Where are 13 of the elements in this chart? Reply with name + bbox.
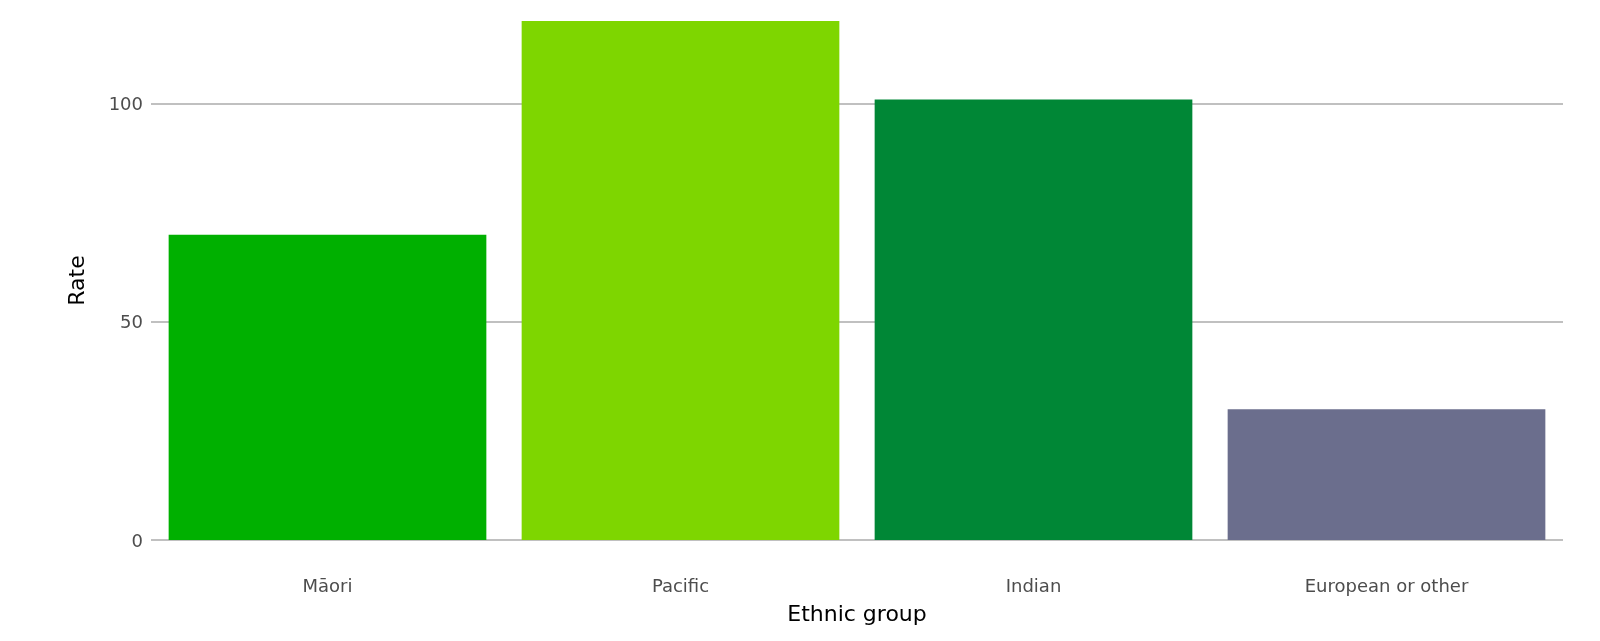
y-tick-label: 0 bbox=[131, 529, 143, 551]
bar bbox=[521, 21, 840, 540]
bar bbox=[874, 99, 1193, 540]
x-axis-title: Ethnic group bbox=[787, 600, 927, 626]
x-tick-label: Māori bbox=[302, 574, 353, 596]
y-tick-label: 100 bbox=[108, 93, 143, 115]
x-tick-label: European or other bbox=[1304, 574, 1469, 596]
x-tick-label: Indian bbox=[1005, 574, 1062, 596]
bar bbox=[1227, 409, 1546, 540]
bar bbox=[168, 234, 487, 540]
y-axis-title: Rate bbox=[63, 255, 89, 306]
y-tick-label: 50 bbox=[120, 311, 143, 333]
x-tick-label: Pacific bbox=[651, 574, 710, 596]
